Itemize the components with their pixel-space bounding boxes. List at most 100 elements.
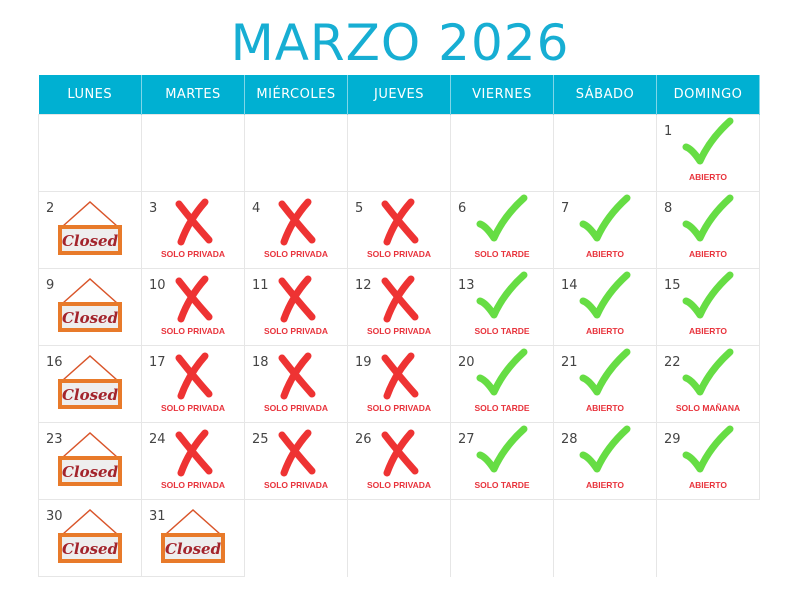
- day-number: 20: [458, 355, 475, 370]
- day-number: 27: [458, 432, 475, 447]
- day-number: 28: [561, 432, 578, 447]
- sign-text: Closed: [62, 309, 119, 327]
- status-label: SOLO MAÑANA: [675, 403, 741, 413]
- empty-day-cell: [141, 114, 245, 192]
- day-number: 14: [561, 278, 578, 293]
- status-label: ABIERTO: [585, 403, 625, 413]
- closed-sign-icon: Closed: [55, 352, 125, 416]
- status-label: SOLO PRIVADA: [160, 403, 226, 413]
- day-cell: 18 SOLO PRIVADA: [244, 345, 348, 423]
- weekday-4: VIERNES: [450, 75, 554, 115]
- weekday-1: MARTES: [141, 75, 245, 115]
- cross-icon: [274, 429, 318, 481]
- cross-icon: [377, 198, 421, 250]
- empty-day-cell: [244, 499, 348, 577]
- empty-day-cell: [244, 114, 348, 192]
- sign-text: Closed: [62, 540, 119, 558]
- day-cell: 3 SOLO PRIVADA: [141, 191, 245, 269]
- day-cell: 26 SOLO PRIVADA: [347, 422, 451, 500]
- day-number: 3: [149, 201, 158, 216]
- cross-icon: [377, 429, 421, 481]
- cross-icon: [171, 275, 215, 327]
- day-number: 9: [46, 278, 55, 293]
- day-cell: 12 SOLO PRIVADA: [347, 268, 451, 346]
- day-number: 12: [355, 278, 372, 293]
- day-cell: 20 SOLO TARDE: [450, 345, 554, 423]
- status-label: SOLO PRIVADA: [366, 249, 432, 259]
- status-label: SOLO PRIVADA: [160, 326, 226, 336]
- status-label: SOLO TARDE: [474, 249, 530, 259]
- weekday-0: LUNES: [38, 75, 142, 115]
- day-number: 22: [664, 355, 681, 370]
- day-cell: 28 ABIERTO: [553, 422, 657, 500]
- status-label: ABIERTO: [585, 326, 625, 336]
- day-number: 19: [355, 355, 372, 370]
- check-icon: [680, 346, 736, 406]
- day-cell: 2 Closed: [38, 191, 142, 269]
- empty-day-cell: [450, 499, 554, 577]
- cross-icon: [274, 352, 318, 404]
- day-number: 13: [458, 278, 475, 293]
- empty-day-cell: [553, 499, 657, 577]
- check-icon: [577, 346, 633, 406]
- empty-day-cell: [347, 499, 451, 577]
- day-cell: 24 SOLO PRIVADA: [141, 422, 245, 500]
- day-cell: 23 Closed: [38, 422, 142, 500]
- day-cell: 8 ABIERTO: [656, 191, 760, 269]
- day-number: 23: [46, 432, 63, 447]
- status-label: SOLO PRIVADA: [160, 480, 226, 490]
- day-number: 16: [46, 355, 63, 370]
- day-number: 31: [149, 509, 166, 524]
- week-row: 16 Closed 17 SOLO PRIVADA 18 SOLO PRIVADA 19 SO…: [38, 345, 760, 423]
- day-cell: 15 ABIERTO: [656, 268, 760, 346]
- status-label: ABIERTO: [688, 480, 728, 490]
- day-cell: 11 SOLO PRIVADA: [244, 268, 348, 346]
- day-number: 4: [252, 201, 261, 216]
- day-cell: 16 Closed: [38, 345, 142, 423]
- check-icon: [474, 192, 530, 252]
- status-label: ABIERTO: [688, 249, 728, 259]
- check-icon: [680, 192, 736, 252]
- day-number: 2: [46, 201, 55, 216]
- day-cell: 17 SOLO PRIVADA: [141, 345, 245, 423]
- status-label: SOLO PRIVADA: [366, 326, 432, 336]
- cross-icon: [171, 429, 215, 481]
- day-cell: 25 SOLO PRIVADA: [244, 422, 348, 500]
- status-label: SOLO TARDE: [474, 403, 530, 413]
- week-row: 9 Closed 10 SOLO PRIVADA 11 SOLO PRIVADA 12 SOL…: [38, 268, 760, 346]
- cross-icon: [377, 275, 421, 327]
- day-cell: 10 SOLO PRIVADA: [141, 268, 245, 346]
- day-number: 8: [664, 201, 673, 216]
- day-cell: 4 SOLO PRIVADA: [244, 191, 348, 269]
- status-label: SOLO TARDE: [474, 326, 530, 336]
- status-label: SOLO PRIVADA: [366, 403, 432, 413]
- weekday-2: MIÉRCOLES: [244, 75, 348, 115]
- closed-sign-icon: Closed: [55, 275, 125, 339]
- empty-day-cell: [553, 114, 657, 192]
- status-label: SOLO PRIVADA: [366, 480, 432, 490]
- day-cell: 30 Closed: [38, 499, 142, 577]
- check-icon: [680, 115, 736, 175]
- status-label: SOLO PRIVADA: [263, 480, 329, 490]
- weekday-6: DOMINGO: [656, 75, 760, 115]
- day-cell: 27 SOLO TARDE: [450, 422, 554, 500]
- check-icon: [474, 423, 530, 483]
- day-number: 29: [664, 432, 681, 447]
- check-icon: [474, 269, 530, 329]
- cross-icon: [274, 275, 318, 327]
- day-number: 10: [149, 278, 166, 293]
- status-label: ABIERTO: [688, 326, 728, 336]
- empty-day-cell: [450, 114, 554, 192]
- day-number: 21: [561, 355, 578, 370]
- day-cell: 6 SOLO TARDE: [450, 191, 554, 269]
- sign-text: Closed: [62, 386, 119, 404]
- cross-icon: [171, 198, 215, 250]
- day-number: 18: [252, 355, 269, 370]
- day-number: 25: [252, 432, 269, 447]
- day-cell: 19 SOLO PRIVADA: [347, 345, 451, 423]
- weekday-3: JUEVES: [347, 75, 451, 115]
- day-number: 30: [46, 509, 63, 524]
- day-cell: 14 ABIERTO: [553, 268, 657, 346]
- day-cell: 21 ABIERTO: [553, 345, 657, 423]
- status-label: SOLO TARDE: [474, 480, 530, 490]
